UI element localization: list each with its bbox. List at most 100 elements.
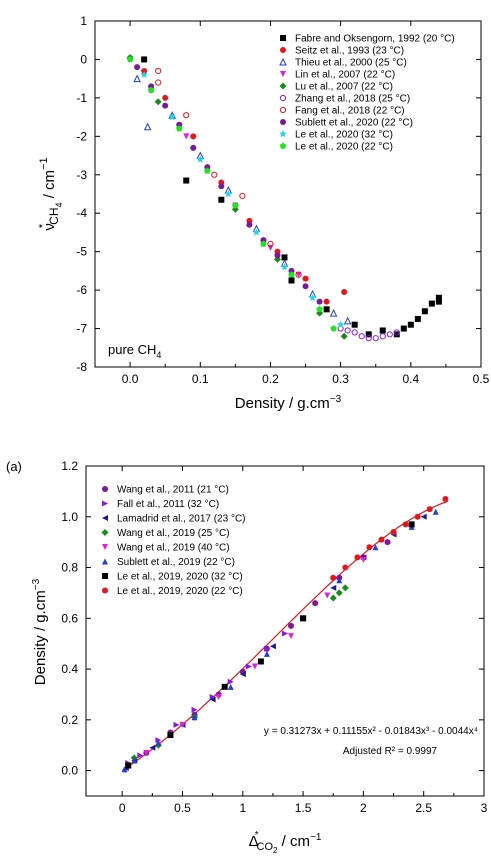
legend-label: Wang et al., 2011 (21 °C): [117, 485, 229, 496]
data-point: [316, 298, 323, 305]
x-tick-label: 1.5: [295, 801, 312, 815]
data-point: [282, 630, 288, 637]
data-point: [162, 94, 169, 101]
legend-marker: [102, 486, 108, 492]
data-point: [323, 306, 330, 313]
legend-marker: [280, 47, 286, 53]
data-point: [400, 325, 407, 332]
ch4-chart: 0.0 0.1 0.2 0.3 0.4 0.5 1 0 -1 -2 -3 -4 -5 -6 -7 -8 Fab…: [37, 14, 490, 412]
data-point: [176, 121, 183, 128]
data-point: [408, 521, 415, 528]
data-point: [365, 335, 372, 342]
x-tick-label: 0: [119, 801, 126, 815]
data-point: [435, 294, 442, 301]
data-point: [209, 696, 216, 703]
legend-marker: [279, 57, 287, 66]
data-point: [435, 298, 442, 305]
data-point: [323, 298, 330, 305]
legend-label: Lu et al., 2007 (22 °C): [295, 82, 393, 93]
co2-y-axis-title: Density / g.cm−3: [31, 578, 49, 685]
data-point: [288, 277, 295, 284]
data-point: [143, 122, 152, 131]
legend-marker: [102, 515, 108, 521]
y-tick-label: 0.0: [61, 764, 78, 778]
data-point: [288, 271, 295, 278]
x-tick-label: 1: [239, 801, 246, 815]
data-point: [175, 125, 183, 132]
x-tick-label: 3: [481, 801, 488, 815]
data-point: [155, 739, 162, 746]
legend-label: Lin et al., 2007 (22 °C): [295, 70, 395, 81]
data-point: [204, 167, 211, 174]
data-point: [263, 645, 270, 652]
data-point: [428, 300, 435, 307]
data-point: [218, 196, 225, 203]
data-point: [378, 536, 385, 543]
data-point: [308, 293, 317, 302]
data-point: [209, 694, 216, 700]
y-tick-label: 0: [80, 52, 87, 66]
legend-label: Wang et al., 2019 (25 °C): [117, 528, 230, 539]
data-point: [121, 766, 128, 773]
x-tick-label: 0.1: [192, 372, 209, 386]
data-point: [167, 732, 174, 739]
legend-label: Zhang et al., 2018 (25 °C): [295, 94, 410, 105]
data-point: [168, 113, 176, 121]
data-point: [330, 574, 337, 581]
x-tick-label: 0.3: [332, 372, 349, 386]
data-point: [344, 327, 351, 334]
data-point: [260, 237, 267, 244]
data-point: [245, 663, 252, 670]
data-point: [191, 706, 198, 713]
y-tick-label: -5: [76, 245, 87, 259]
legend-marker: [102, 587, 108, 594]
data-point: [316, 305, 323, 313]
data-point: [227, 678, 234, 685]
data-point: [140, 70, 148, 79]
x-tick-label: 2.5: [415, 801, 432, 815]
data-point: [239, 671, 246, 678]
data-point: [432, 508, 439, 515]
ch4-x-axis-title: Density / g.cm−3: [235, 394, 342, 412]
data-point: [302, 275, 309, 282]
legend-label: Fang et al., 2018 (22 °C): [295, 106, 405, 117]
data-point: [280, 263, 289, 271]
x-tick-label: 0.0: [122, 372, 139, 386]
data-point: [342, 564, 349, 571]
data-point: [402, 521, 409, 528]
legend-marker: [279, 130, 287, 138]
data-point: [274, 252, 281, 259]
legend-label: Thieu et al., 2000 (25 °C): [295, 58, 407, 69]
legend-label: Wang et al., 2019 (40 °C): [117, 543, 230, 554]
legend-label: Le et al., 2019, 2020 (22 °C): [117, 586, 243, 597]
data-point: [126, 56, 134, 63]
legend-marker: [279, 94, 287, 102]
data-point: [366, 544, 373, 551]
data-point: [239, 192, 246, 200]
legend-label: Sublett et al., 2020 (22 °C): [295, 118, 413, 129]
data-point: [414, 315, 421, 322]
x-tick-label: 0.4: [402, 372, 419, 386]
co2-chart: (a) 0 0.5 1 1.5 2 2.5 3 0.0 0.2 0.4 0.6 0.8 1.0 1.2 W…: [6, 459, 488, 855]
data-point: [190, 133, 197, 140]
data-point: [407, 321, 414, 328]
data-point: [137, 752, 144, 759]
ch4-y-axis-title: ν*CH4 / cm−1: [37, 157, 64, 230]
data-point: [336, 320, 345, 328]
y-tick-label: -8: [76, 360, 87, 374]
data-point: [125, 762, 132, 769]
data-point: [246, 221, 253, 228]
data-point: [341, 584, 349, 592]
data-point: [302, 283, 309, 290]
x-tick-label: 0.5: [174, 801, 191, 815]
ch4-annotation: pure CH4: [108, 342, 161, 360]
data-point: [183, 177, 190, 184]
data-point: [288, 267, 295, 274]
data-point: [421, 308, 428, 315]
legend-marker: [279, 106, 287, 114]
data-point: [190, 144, 197, 151]
fit-equation: y = 0.31273x + 0.11155x² - 0.01843x³ - 0…: [264, 726, 478, 737]
data-point: [295, 271, 302, 278]
data-point: [251, 663, 258, 670]
data-point: [324, 592, 331, 599]
